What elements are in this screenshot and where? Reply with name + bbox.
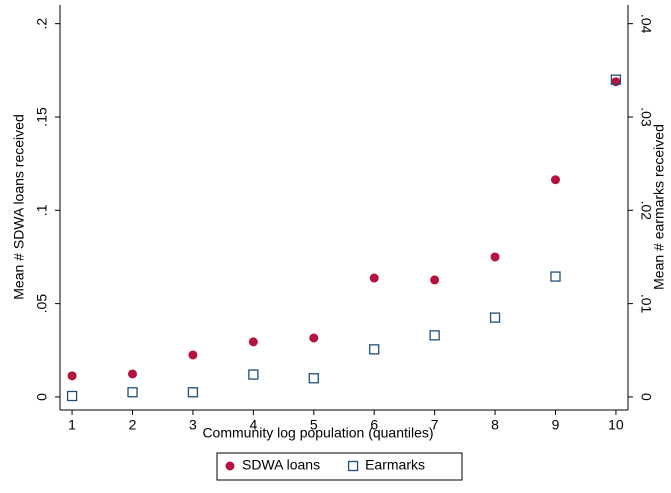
marker (490, 252, 500, 262)
x-tick-label: 10 (608, 417, 624, 433)
marker (127, 387, 138, 398)
legend-label: SDWA loans (242, 457, 320, 473)
y-tick-label: .1 (34, 204, 50, 216)
x-tick-label: 4 (249, 417, 257, 433)
y2-tick-label: .04 (638, 14, 654, 34)
x-tick-label: 7 (431, 417, 439, 433)
marker (67, 371, 77, 381)
x-tick-label: 9 (552, 417, 560, 433)
marker (610, 74, 622, 85)
y-tick-label: .15 (34, 107, 50, 127)
marker (188, 350, 198, 360)
legend-marker (225, 461, 235, 471)
x-tick-label: 5 (310, 417, 318, 433)
marker (248, 369, 259, 380)
marker (66, 390, 78, 402)
marker (248, 337, 258, 347)
y-tick-label: .2 (34, 18, 50, 30)
marker (308, 373, 319, 384)
y2-axis-title: Mean # earmarks received (651, 124, 667, 290)
y-tick-label: 0 (34, 393, 50, 401)
legend-label: Earmarks (365, 457, 425, 473)
marker (611, 77, 621, 87)
legend-marker (347, 460, 359, 472)
x-tick-label: 6 (370, 417, 378, 433)
marker (489, 312, 501, 323)
marker (309, 333, 319, 343)
y2-tick-label: .03 (638, 107, 654, 127)
marker (430, 275, 440, 285)
y-axis-title: Mean # SDWA loans received (11, 114, 27, 299)
marker (429, 330, 440, 341)
y2-tick-label: 0 (638, 393, 654, 401)
y-tick-label: .05 (34, 294, 50, 314)
marker (550, 271, 561, 282)
marker (369, 273, 379, 283)
x-tick-label: 8 (491, 417, 499, 433)
y2-tick-label: .02 (638, 201, 654, 221)
marker (369, 344, 380, 355)
marker (128, 369, 138, 379)
marker (550, 175, 560, 185)
legend-box (216, 452, 463, 481)
x-tick-label: 2 (129, 417, 137, 433)
y2-tick-label: .01 (638, 294, 654, 314)
x-tick-label: 1 (68, 417, 76, 433)
x-axis-title: Community log population (quantiles) (202, 425, 433, 441)
x-tick-label: 3 (189, 417, 197, 433)
marker (187, 387, 199, 398)
